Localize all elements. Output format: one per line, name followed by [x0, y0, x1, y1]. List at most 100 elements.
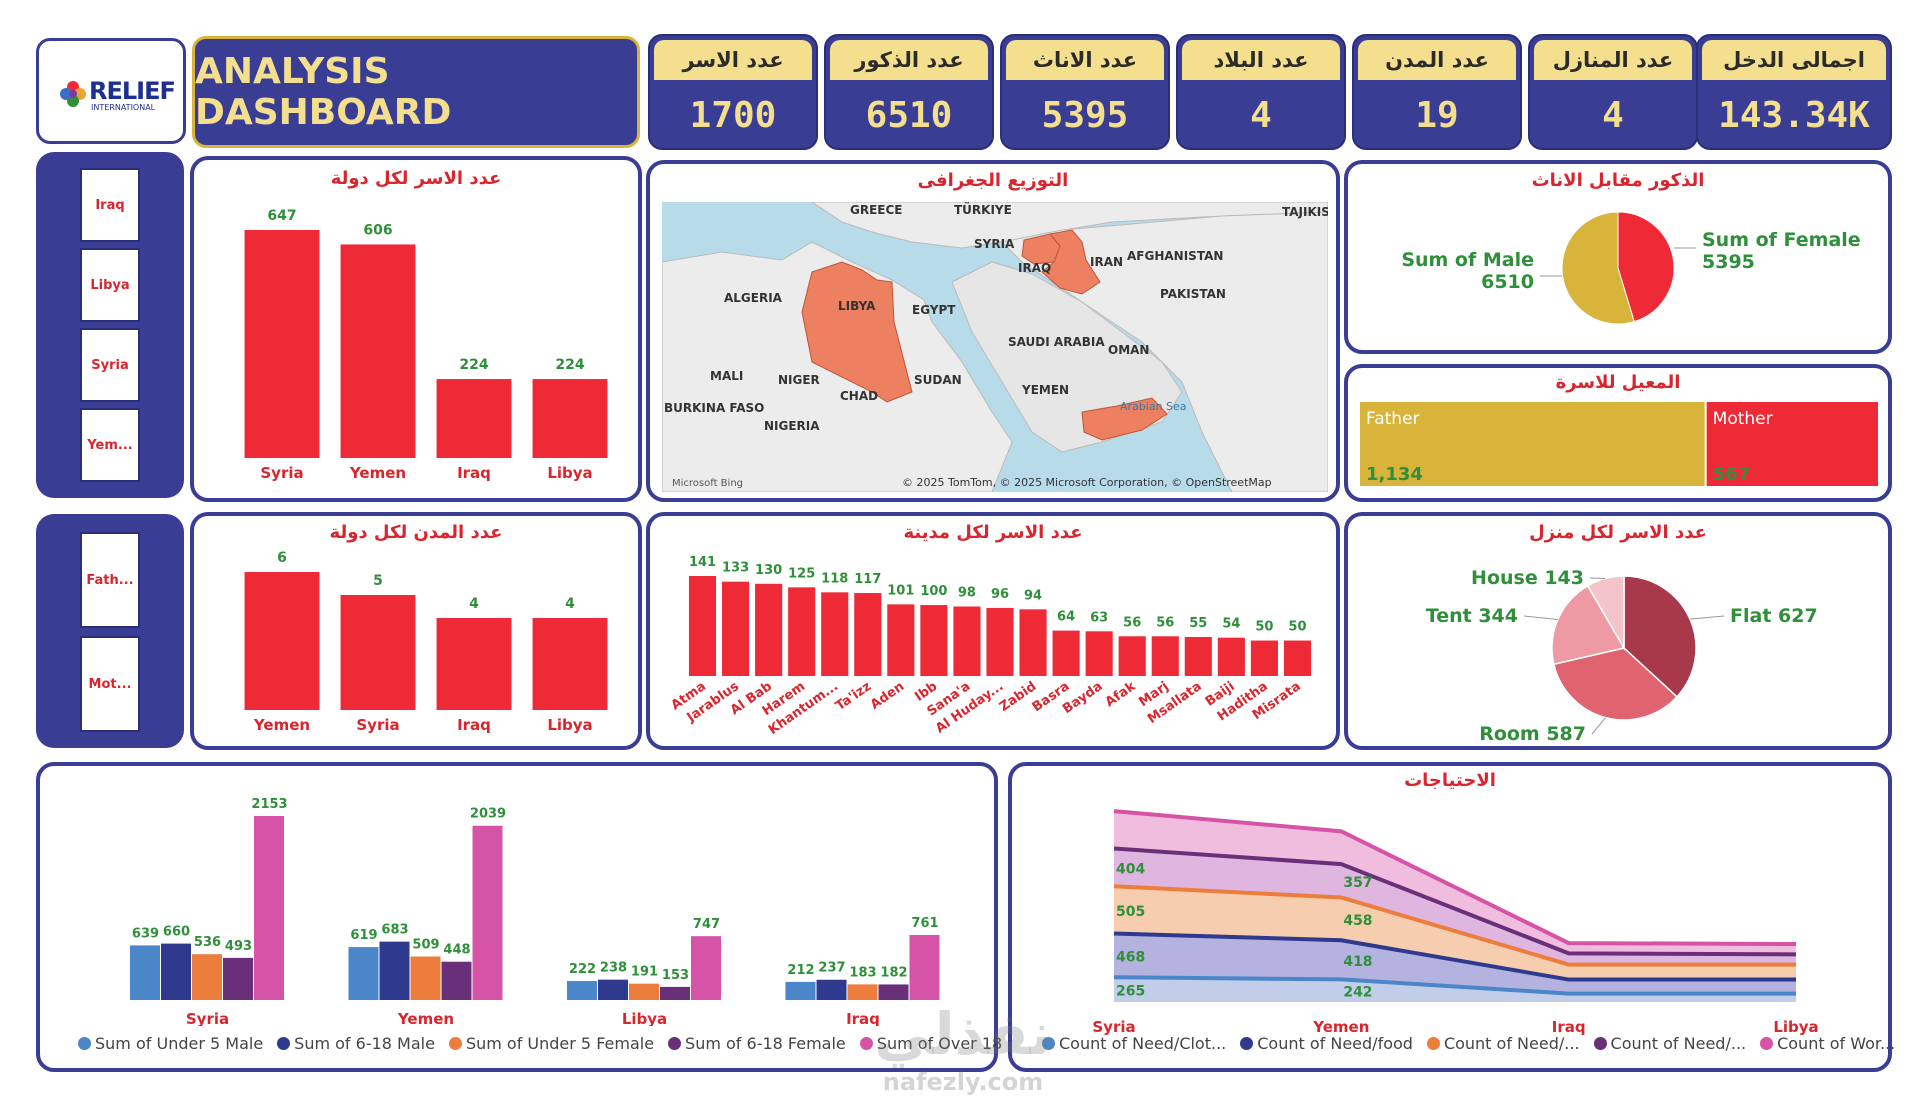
slicer-item-syria[interactable]: Syria — [80, 328, 140, 402]
bar — [436, 379, 512, 458]
data-label: 118 — [821, 571, 848, 586]
bar — [660, 986, 690, 1000]
bar — [379, 941, 410, 1000]
chart-title: الذكور مقابل الاناث — [1531, 170, 1705, 191]
tick-label: Yemen — [349, 464, 406, 482]
data-label: 619 — [350, 928, 377, 943]
legend-item[interactable]: Sum of Over 18 — [859, 1034, 1002, 1053]
tick-label: Libya — [1773, 1018, 1818, 1036]
map-label: TAJIKIS — [1282, 205, 1328, 219]
kpi-label: عدد الاسر — [654, 40, 812, 80]
legend-swatch — [859, 1037, 873, 1050]
bar — [532, 379, 608, 458]
kpi-countries: عدد البلاد 4 — [1176, 34, 1346, 150]
bar — [986, 607, 1014, 676]
provider-panel: المعيل للاسرة Father 1,134 Mother 567 — [1344, 364, 1892, 502]
legend-label: Count of Wor... — [1777, 1034, 1896, 1053]
bar — [254, 816, 284, 1000]
data-label: 130 — [755, 563, 782, 578]
kpi-label: عدد المدن — [1358, 40, 1516, 80]
legend-label: Count of Need/Clot... — [1059, 1034, 1227, 1053]
data-label: 238 — [600, 961, 627, 976]
slicer-item-libya[interactable]: Libya — [80, 248, 140, 322]
data-label: 493 — [225, 939, 252, 954]
map-panel: التوزيع الجغرافى GREECE TÜRKIYE TAJIKIS SYR… — [646, 160, 1340, 502]
treemap-tile — [1360, 402, 1705, 486]
legend-item[interactable]: Sum of Under 5 Female — [448, 1034, 654, 1053]
data-label: 747 — [693, 917, 720, 932]
data-label: 50 — [1255, 620, 1273, 635]
chart-title: الاحتياجات — [1404, 770, 1496, 791]
data-label: 357 — [1343, 875, 1372, 891]
legend-item[interactable]: Count of Need/food — [1240, 1034, 1413, 1053]
kpi-cities: عدد المدن 19 — [1352, 34, 1522, 150]
slicer-item-yemen[interactable]: Yem... — [80, 408, 140, 482]
legend-label: Count of Need/... — [1610, 1034, 1747, 1053]
region-libya[interactable] — [801, 261, 913, 403]
data-label: 418 — [1343, 954, 1372, 970]
slicer-item-mother[interactable]: Mot... — [80, 636, 140, 732]
bar — [130, 945, 160, 1000]
legend-item[interactable]: Count of Wor... — [1760, 1034, 1895, 1053]
slicer-item-iraq[interactable]: Iraq — [80, 168, 140, 242]
kpi-label: عدد البلاد — [1182, 40, 1340, 80]
legend-item[interactable]: Count of Need/... — [1593, 1034, 1747, 1053]
tick-label: Yemen — [397, 1010, 454, 1026]
bar — [629, 983, 659, 1000]
bar — [161, 943, 191, 1000]
map-label: IRAQ — [1018, 261, 1051, 275]
data-label: 56 — [1123, 615, 1141, 630]
data-label: 237 — [818, 961, 845, 976]
bar — [788, 587, 816, 676]
legend-item[interactable]: Sum of Under 5 Male — [78, 1034, 263, 1053]
bar — [340, 244, 416, 458]
map-label: Arabian Sea — [1120, 400, 1187, 413]
data-label: 458 — [1343, 913, 1372, 929]
bar — [816, 979, 847, 1000]
area-layer — [1114, 811, 1796, 955]
legend-swatch — [1426, 1037, 1440, 1050]
leader-line — [1523, 615, 1558, 620]
map-label: OMAN — [1108, 343, 1149, 357]
kpi-label: اجمالى الدخل — [1702, 40, 1886, 80]
bar — [223, 957, 253, 1000]
data-label: 133 — [722, 561, 749, 576]
data-label: 50 — [1288, 620, 1306, 635]
bar — [1217, 637, 1245, 676]
bar — [691, 936, 721, 1000]
data-label: 536 — [194, 935, 221, 950]
dashboard-title: ANALYSIS DASHBOARD — [195, 51, 452, 133]
kpi-males: عدد الذكور 6510 — [824, 34, 994, 150]
data-label: 212 — [787, 963, 814, 978]
provider-slicer: Fath... Mot... — [36, 514, 184, 748]
data-label: 6 — [277, 550, 287, 566]
tick-label: Syria — [260, 464, 303, 482]
tick-label: Aden — [868, 679, 907, 713]
kpi-value: 143.34K — [1718, 94, 1870, 136]
legend-item[interactable]: Sum of 6-18 Female — [668, 1034, 846, 1053]
legend-swatch — [277, 1037, 291, 1050]
data-label: 117 — [854, 572, 881, 587]
chart-title: عدد المدن لكل دولة — [329, 522, 503, 543]
data-label: 100 — [920, 584, 947, 599]
legend-label: Count of Need/... — [1443, 1034, 1580, 1053]
slicer-item-father[interactable]: Fath... — [80, 532, 140, 628]
legend-item[interactable]: Sum of 6-18 Male — [277, 1034, 435, 1053]
leader-line — [1689, 615, 1725, 620]
legend-item[interactable]: Count of Need/Clot... — [1042, 1034, 1226, 1053]
region-iraq[interactable] — [1041, 229, 1101, 295]
data-label: 448 — [443, 943, 470, 958]
map-label: NIGERIA — [764, 419, 820, 433]
bar — [1283, 640, 1312, 676]
tick-label: Iraq — [457, 716, 491, 734]
legend-item[interactable]: Count of Need/... — [1426, 1034, 1580, 1053]
bar — [887, 604, 915, 676]
pie-slice — [1623, 575, 1697, 698]
region-yemen[interactable] — [1081, 397, 1168, 441]
kpi-label: عدد الاناث — [1006, 40, 1164, 80]
data-label: 222 — [569, 962, 596, 977]
bar — [410, 956, 441, 1000]
tick-label: Iraq — [846, 1010, 880, 1026]
